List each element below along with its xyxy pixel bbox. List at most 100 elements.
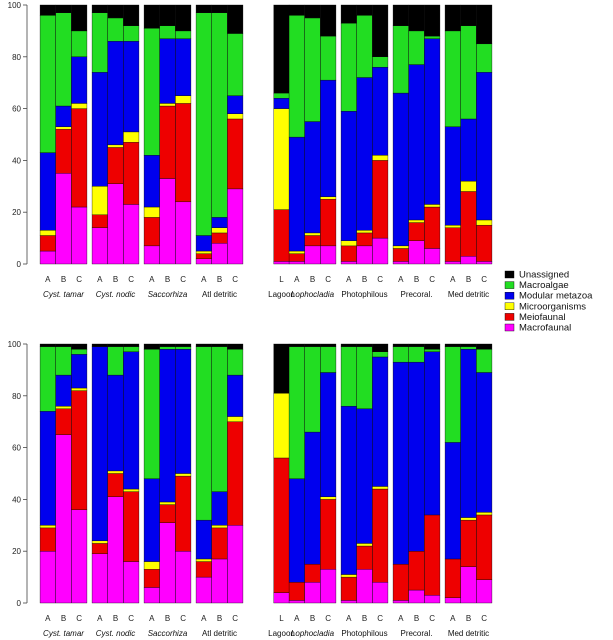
bar [123,343,140,604]
x-tick-label: B [310,614,315,623]
bar-segment-macrofaunal [55,434,72,604]
bar-segment-meiofaunal [372,160,389,239]
bar-segment-meiofaunal [372,488,389,583]
bar-segment-macrofaunal [175,201,192,265]
bar-segment-macroalgae [227,33,244,96]
x-tick-label: B [61,614,66,623]
bar-segment-modular-metazoa [460,349,477,518]
bar-segment-macrofaunal [424,595,441,604]
group-label: Lophocladia [291,629,335,638]
bar-segment-macroalgae [304,17,321,122]
bar-segment-macroalgae [107,346,124,376]
bar-segment-macrofaunal [304,582,321,604]
bar-segment-unassigned [288,343,305,347]
bar-segment-meiofaunal [159,105,176,179]
bar-segment-microorganisms [143,561,160,570]
bar-segment-macroalgae [424,349,441,352]
x-tick-label: C [76,614,82,623]
x-tick-label: A [149,614,155,623]
bar [444,4,461,265]
bar-segment-meiofaunal [39,527,56,552]
bar-segment-unassigned [444,4,461,32]
bar-segment-unassigned [71,4,88,32]
bar-segment-macrofaunal [123,561,140,604]
bar-segment-microorganisms [39,230,56,236]
bar-segment-macroalgae [372,56,389,68]
bar-segment-macrofaunal [211,558,228,604]
group-label: Med detritic [448,290,489,299]
bar-segment-unassigned [476,343,493,350]
bar-segment-unassigned [372,343,389,352]
bottom-panel: 0 20 40 60 80 100 A B C Cyst. tamar A B C Cyst. nodic… [8,340,493,638]
group-label: Cyst. tamar [43,629,84,638]
bar-segment-modular-metazoa [424,351,441,516]
bar-segment-macrofaunal [288,600,305,604]
bar-segment-unassigned [320,343,337,347]
bar-segment-macroalgae [340,346,357,407]
bar-segment-modular-metazoa [372,66,389,156]
legend-item: Modular metazoa [504,291,593,302]
bar-segment-meiofaunal [340,576,357,601]
group-label: Photophilous [341,290,387,299]
bar-segment-macroalgae [444,30,461,127]
bar-segment-meiofaunal [175,475,192,552]
group-label: Med detritic [448,629,489,638]
legend-swatch [504,292,515,300]
bar-segment-microorganisms [372,155,389,161]
bar-segment-meiofaunal [71,390,88,510]
bar [211,4,228,265]
bar [227,4,244,265]
bar-segment-macroalgae [211,346,228,492]
bar-segment-microorganisms [143,206,160,218]
bar-segment-modular-metazoa [159,349,176,503]
bar-segment-microorganisms [71,103,88,109]
bar-group: A B C Cyst. tamar [39,4,88,299]
x-tick-label: C [377,275,383,284]
bar-segment-macroalgae [304,346,321,433]
bar-segment-meiofaunal [460,191,477,257]
x-tick-label: L [279,614,284,623]
bar-segment-meiofaunal [273,209,290,262]
bar-segment-macroalgae [175,30,192,39]
x-tick-label: L [279,275,284,284]
bar-segment-microorganisms [107,144,124,148]
bar-segment-unassigned [143,343,160,350]
bar-segment-macroalgae [444,346,461,443]
bar-segment-modular-metazoa [143,155,160,208]
bar [408,4,425,265]
bar-segment-macrofaunal [304,245,321,265]
y-tick-label: 20 [12,208,21,217]
bar-segment-meiofaunal [55,408,72,435]
bar-segment-microorganisms [304,232,321,236]
y-tick-label: 100 [8,1,22,10]
x-tick-label: B [414,614,419,623]
bar [195,4,212,265]
bar-segment-modular-metazoa [39,152,56,231]
bar [39,343,56,604]
x-tick-label: B [165,614,170,623]
bar-segment-unassigned [211,343,228,347]
bar-segment-macrofaunal [372,237,389,265]
bar-segment-microorganisms [320,496,337,500]
bar-segment-microorganisms [211,525,228,529]
x-tick-label: B [217,614,222,623]
bar-segment-microorganisms [91,186,108,215]
y-tick-label: 0 [17,260,22,269]
bar-segment-microorganisms [460,180,477,192]
x-tick-label: C [128,275,134,284]
bar-group: A B C Lophocladia [288,343,337,638]
x-tick-label: A [346,614,352,623]
bar-segment-modular-metazoa [143,478,160,562]
bar-group: A B C Saccorhiza [143,343,192,638]
bar-segment-meiofaunal [304,563,321,583]
x-tick-label: B [466,275,471,284]
bar-segment-modular-metazoa [320,79,337,197]
bar [273,343,290,604]
group-label: Atl detritic [202,290,237,299]
group-label: Lagoon [268,290,295,299]
bar-group: A B C Lophocladia [288,4,337,299]
bar-segment-macroalgae [273,92,290,99]
bar-segment-macroalgae [288,15,305,138]
bar [143,343,160,604]
y-tick-label: 60 [12,444,21,453]
